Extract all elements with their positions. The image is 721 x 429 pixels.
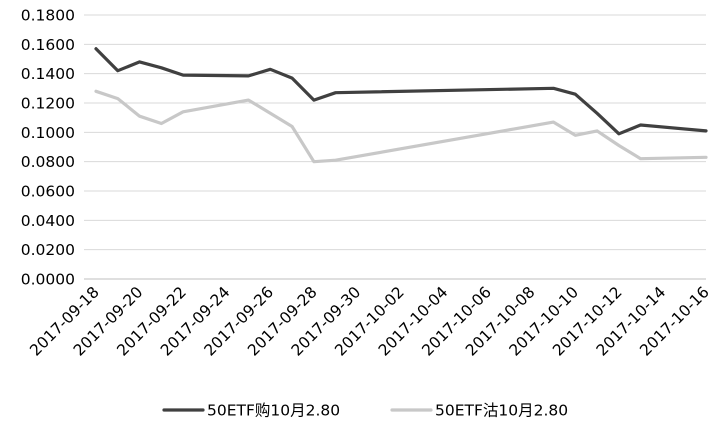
y-tick-label: 0.1000: [21, 124, 75, 142]
series-line-call: [94, 47, 708, 136]
y-tick-label: 0.0800: [21, 153, 75, 171]
y-tick-label: 0.0000: [21, 271, 75, 289]
legend-label: 50ETF沽10月2.80: [435, 402, 568, 420]
y-tick-label: 0.1800: [21, 7, 75, 25]
legend: 50ETF购10月2.80 50ETF沽10月2.80: [162, 402, 568, 420]
gridlines: [84, 14, 706, 280]
legend-label: 50ETF购10月2.80: [207, 402, 340, 420]
y-tick-label: 0.0600: [21, 183, 75, 201]
y-tick-label: 0.1200: [21, 95, 75, 113]
series-line-put: [94, 89, 708, 164]
y-tick-label: 0.1400: [21, 65, 75, 83]
y-tick-labels: 0.0000 0.0200 0.0400 0.0600 0.0800 0.1000 0.12…: [21, 7, 75, 289]
x-tick-labels: 2017-09-182017-09-202017-09-222017-09-24…: [26, 283, 712, 359]
y-tick-label: 0.1600: [21, 36, 75, 54]
y-tick-label: 0.0200: [21, 241, 75, 259]
y-tick-label: 0.0400: [21, 212, 75, 230]
series-lines: [94, 47, 708, 164]
